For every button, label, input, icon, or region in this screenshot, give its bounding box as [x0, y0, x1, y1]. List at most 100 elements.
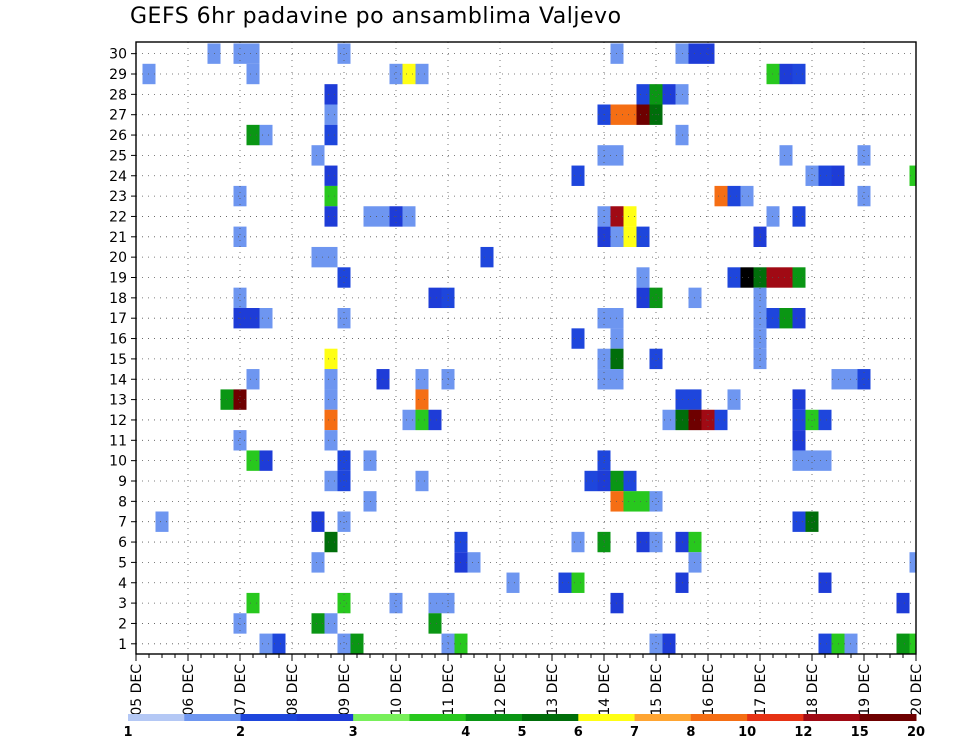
precip-cell [779, 63, 793, 85]
precip-cell [740, 267, 754, 288]
precip-cell [649, 84, 663, 105]
precip-cell [792, 308, 806, 329]
y-tick-label: 2 [118, 616, 127, 632]
precip-cell [636, 491, 650, 512]
y-tick-label: 21 [109, 230, 127, 246]
y-tick-label: 29 [109, 67, 127, 83]
precip-cell [324, 389, 338, 410]
y-tick-label: 23 [109, 189, 127, 205]
precip-cell [311, 246, 325, 268]
x-tick-label: 16 DEC [701, 664, 717, 716]
legend-swatch [747, 714, 804, 721]
precip-cell [415, 389, 429, 410]
x-tick-label: 15 DEC [649, 664, 665, 716]
precip-cell [506, 572, 520, 593]
x-tick-label: 07 DEC [233, 664, 249, 716]
precip-cell [857, 145, 871, 166]
y-tick-label: 7 [118, 515, 127, 531]
precip-cell [428, 287, 442, 309]
precip-cell [272, 633, 286, 654]
y-tick-label: 11 [109, 433, 127, 449]
legend-swatch [803, 714, 861, 721]
precip-cell [623, 491, 637, 512]
precip-cell [649, 531, 663, 553]
cells-layer [142, 43, 916, 654]
precip-cell [727, 267, 741, 288]
precip-cell [623, 470, 637, 492]
precip-cell [337, 43, 351, 64]
legend-swatch [859, 714, 917, 721]
precip-cell [623, 226, 637, 247]
legend-swatch [522, 714, 579, 721]
precip-cell [636, 84, 650, 105]
x-tick-label: 12 DEC [493, 664, 509, 716]
precip-cell [792, 63, 806, 85]
x-tick-label: 20 DEC [909, 664, 925, 716]
y-axis: 1234567891011121314151617181920212223242… [109, 47, 136, 653]
precip-cell [233, 430, 247, 451]
precip-cell [324, 348, 338, 370]
precip-cell [636, 287, 650, 309]
precip-cell [402, 206, 416, 227]
legend-label: 8 [686, 725, 695, 740]
precip-cell [779, 145, 793, 166]
precip-cell [324, 185, 338, 207]
y-tick-label: 14 [109, 372, 127, 388]
precip-cell [233, 226, 247, 247]
precip-cell [792, 206, 806, 227]
legend-label: 1 [123, 725, 132, 740]
precip-cell [792, 511, 806, 532]
precip-cell [246, 369, 260, 390]
precip-cell [636, 531, 650, 553]
precip-cell [623, 206, 637, 227]
precip-cell [649, 287, 663, 309]
legend-swatch [690, 714, 748, 721]
precip-cell [818, 572, 832, 593]
precip-cell [727, 185, 741, 207]
precip-cell [792, 409, 806, 431]
precip-cell [324, 165, 338, 186]
precip-cell [649, 491, 663, 512]
precip-cell [324, 613, 338, 634]
precip-cell [805, 165, 819, 186]
precip-cell [402, 63, 416, 85]
precip-cell [337, 267, 351, 288]
precip-cell [792, 430, 806, 451]
precip-cell [467, 552, 481, 573]
legend-label: 6 [574, 725, 583, 740]
precip-cell [246, 450, 260, 471]
precip-cell [324, 409, 338, 431]
precip-cell [311, 613, 325, 634]
precip-cell [428, 613, 442, 634]
precip-cell [415, 369, 429, 390]
y-tick-label: 28 [109, 87, 127, 103]
precip-cell [428, 409, 442, 431]
precip-cell [571, 165, 585, 186]
precip-cell [402, 409, 416, 431]
precip-cell [727, 389, 741, 410]
precip-cell [818, 450, 832, 471]
precip-cell [896, 592, 910, 614]
precip-cell [246, 43, 260, 64]
precip-cell [714, 409, 728, 431]
precip-cell [324, 246, 338, 268]
y-tick-label: 18 [109, 291, 127, 307]
precip-cell [818, 409, 832, 431]
precip-cell [259, 124, 273, 146]
precip-cell [558, 572, 572, 593]
legend-label: 20 [907, 725, 925, 740]
y-tick-label: 30 [109, 47, 127, 63]
x-tick-label: 19 DEC [857, 664, 873, 716]
x-tick-label: 13 DEC [545, 664, 561, 716]
precip-cell [662, 409, 676, 431]
x-tick-label: 06 DEC [181, 664, 197, 716]
precip-cell [792, 450, 806, 471]
precip-cell [571, 572, 585, 593]
precip-cell [428, 592, 442, 614]
precip-cell [857, 369, 871, 390]
legend-label: 4 [461, 725, 470, 740]
y-tick-label: 15 [109, 352, 127, 368]
y-tick-label: 10 [109, 454, 127, 470]
x-tick-label: 14 DEC [597, 664, 613, 716]
precip-cell [233, 389, 247, 410]
